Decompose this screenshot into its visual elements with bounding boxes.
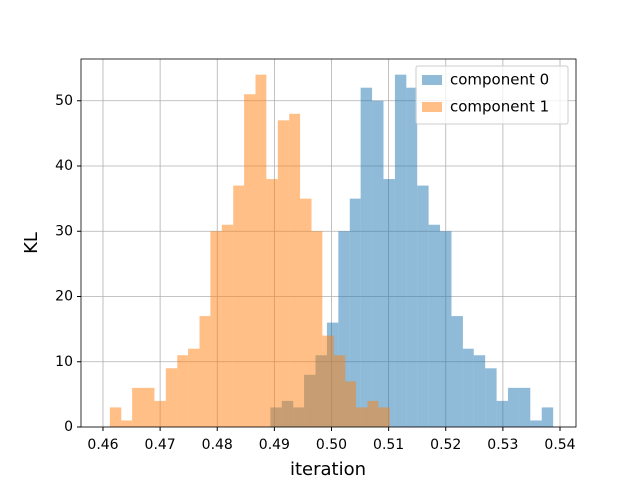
legend-swatch [422,75,442,85]
x-tick-label: 0.50 [316,437,347,453]
histogram-bar [367,400,379,427]
histogram-bar [485,368,497,427]
x-tick-label: 0.49 [259,437,290,453]
histogram-bar [338,231,350,427]
x-axis-label: iteration [290,459,366,480]
histogram-bar [277,120,290,427]
histogram-bar [372,100,384,428]
histogram-bar [322,335,334,427]
histogram-bar [530,420,542,427]
histogram-bar [496,400,509,427]
histogram-bar [255,74,267,427]
y-tick-label: 0 [64,419,73,435]
legend-box [415,65,569,125]
histogram-bar [121,420,133,427]
histogram-bar [541,407,554,427]
histogram-bar [473,355,486,427]
y-tick-label: 50 [55,93,73,109]
x-tick-label: 0.51 [373,437,404,453]
histogram-bar [383,179,395,427]
histogram-bar [221,224,234,427]
histogram-bar [356,407,368,427]
histogram-bar [349,198,361,427]
legend-swatch [422,102,442,112]
y-tick-label: 10 [55,354,73,370]
histogram-bar [244,94,256,427]
legend-label: component 1 [450,98,549,116]
histogram-bar [360,87,373,427]
histogram-bar [188,348,200,427]
histogram-bar [311,231,323,427]
histogram-bar [199,316,211,427]
histogram-bar [428,224,441,427]
histogram-bar [233,185,245,427]
histogram-bar [333,355,346,427]
histogram-bar [300,198,312,427]
histogram-bar [109,407,122,427]
x-tick-label: 0.53 [487,437,518,453]
x-tick-label: 0.46 [87,437,118,453]
histogram-bar [378,407,390,427]
x-tick-label: 0.47 [145,437,176,453]
histogram-bar [132,387,144,427]
histogram-bar [345,381,357,427]
y-axis-label: KL [21,232,42,254]
histogram-bar [289,113,301,428]
histogram-bar [508,387,520,427]
histogram-bar [451,316,463,427]
histogram-bar [143,387,155,427]
legend-label: component 0 [450,71,549,89]
histogram-bar [462,348,474,427]
histogram-bar [440,231,452,427]
y-tick-label: 40 [55,158,73,174]
histogram-bar [177,355,189,427]
x-tick-label: 0.52 [430,437,461,453]
histogram-bar [154,400,166,427]
y-tick-label: 20 [55,289,73,305]
x-tick-label: 0.48 [202,437,233,453]
y-tick-label: 30 [55,223,73,239]
histogram-bar [519,387,531,427]
plot-frame [80,58,577,428]
histogram-bar [210,231,222,427]
histogram-bar [165,368,178,427]
x-tick-label: 0.54 [544,437,575,453]
histogram-bar [406,87,418,427]
histogram-bar [266,179,278,427]
histogram-bar [417,185,429,427]
histogram-bar [394,74,407,427]
